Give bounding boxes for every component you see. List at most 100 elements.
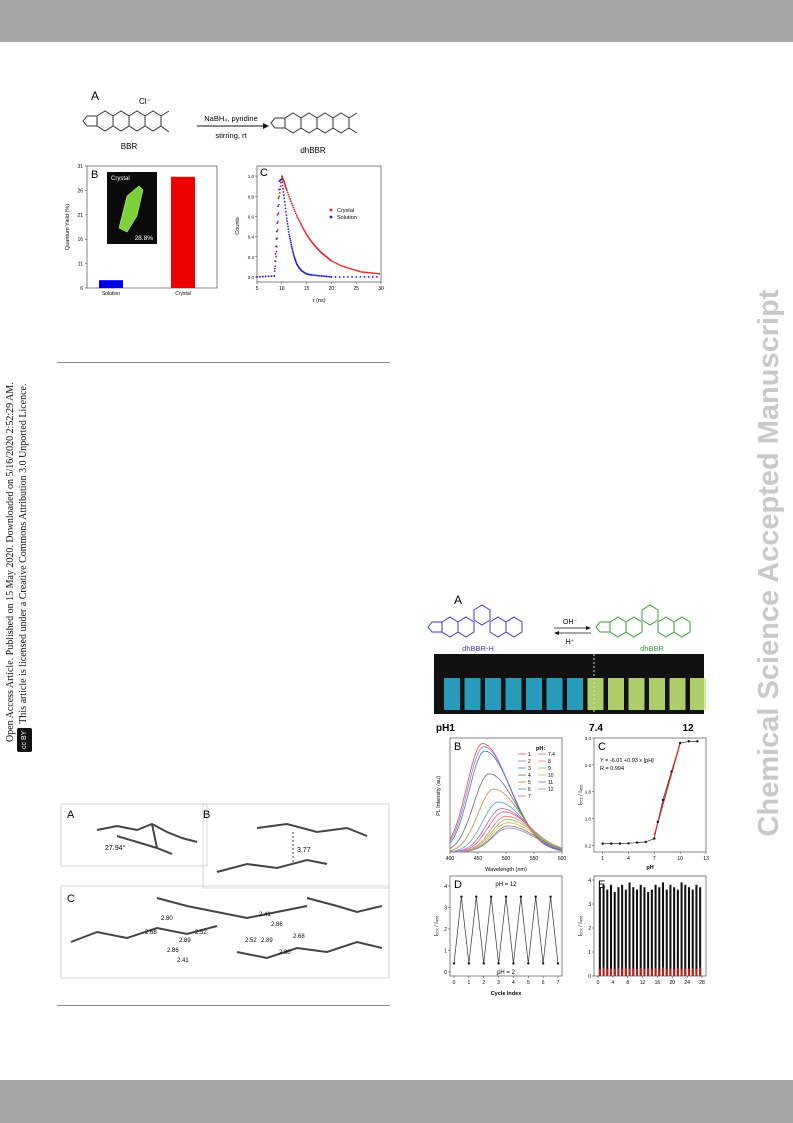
fig3e-xtick-label: 12 [640, 980, 646, 986]
fig3d-point [534, 895, 537, 898]
figure-3: A dhBBR-H OH⁻ H⁺ dhBBR pH1 7.4 12 B PL I… [427, 593, 709, 997]
vial [526, 678, 542, 710]
contact-left-2: 2.68 [145, 930, 157, 936]
fig3c-ytick-label: 2.6 [585, 763, 592, 768]
fig3e-bar [676, 889, 679, 976]
fig1c-point-solution [284, 204, 287, 206]
fig3b-xtick-label: 450 [474, 856, 483, 862]
fig1c-point-solution [371, 276, 374, 278]
fig3e-bar [661, 967, 665, 976]
fig3e-ytick-label: 2 [588, 926, 591, 932]
footer-bar [0, 1080, 793, 1123]
fig3e-bar [606, 889, 609, 976]
fig1c-point-solution [328, 275, 331, 278]
fig1c-point-crystal [303, 229, 306, 231]
fig1c-point-solution [280, 178, 283, 181]
fig3-d-bottom-note: pH = 2 [497, 970, 516, 976]
fig1c-point-crystal [342, 265, 344, 268]
reverse-arrowhead [554, 631, 559, 635]
fig3e-bar [699, 967, 702, 976]
watermark-text: Chemical Science Accepted Manuscript [753, 289, 785, 837]
fig3e-bar [684, 884, 687, 976]
fig1c-point-solution [285, 210, 287, 213]
fig1c-point-crystal [302, 227, 305, 230]
fig1c-point-solution [292, 254, 295, 257]
fig3e-bar [673, 968, 676, 976]
fig1c-point-solution [323, 275, 326, 278]
fig3b-series-line [449, 743, 563, 851]
fig1b-ytick-label: 21 [77, 213, 83, 219]
fig2-c-packing [70, 897, 383, 960]
fig1c-point-solution [287, 228, 290, 231]
fig1c-point-crystal [296, 216, 299, 219]
crystal-photo-label: Crystal [111, 176, 130, 182]
fig1c-point-crystal [276, 228, 279, 231]
fig1c-point-crystal [286, 191, 289, 194]
fig1-b-ylabel: Quantum Yield (%) [65, 204, 71, 250]
fig1c-point-crystal [356, 270, 359, 272]
contact-left-3: 2.89 [179, 938, 191, 944]
fig1b-bar [99, 280, 123, 288]
fig1-c-xlabel: τ (ns) [312, 298, 325, 304]
fig3e-ytick-label: 0 [588, 974, 591, 980]
oh-label: OH⁻ [563, 619, 578, 626]
fig1c-point-crystal [285, 189, 288, 192]
header-bar [0, 0, 793, 42]
fig1c-point-crystal [301, 226, 304, 228]
fig3e-bar [628, 882, 631, 976]
fig3e-bar [635, 889, 639, 976]
fig1b-category-label: Crystal [175, 291, 191, 297]
fig3e-ytick-label: 4 [588, 878, 591, 884]
fig1c-ytick-label: 0.6 [248, 214, 255, 219]
fig3c-point [644, 840, 647, 844]
fig1c-point-solution [363, 276, 366, 278]
fig3c-line [602, 741, 698, 844]
fig3-c-ylabel: I₅₀₂ / I₄₅₆ [578, 785, 584, 806]
fig3e-bar [687, 887, 691, 976]
vial [464, 678, 481, 710]
fig3d-point [482, 962, 485, 965]
fig1c-point-crystal [361, 271, 364, 273]
fig1c-xtick-label: 10 [279, 286, 285, 292]
contact-right-4: 2.89 [261, 938, 273, 944]
cc-by-badge: cc BY [17, 727, 32, 752]
fig3e-bar [684, 968, 687, 976]
fig3e-bar [602, 884, 605, 976]
fig1c-point-solution [285, 214, 288, 216]
fig1c-point-solution [256, 276, 258, 278]
fig1c-point-solution [287, 231, 290, 233]
contact-right-6: 2.80 [279, 950, 291, 956]
fig3d-point [527, 962, 530, 965]
fig1b-bar [171, 176, 195, 288]
fig3c-point [696, 740, 699, 743]
fig1c-point-crystal [378, 272, 381, 275]
fig3e-bar [632, 887, 635, 976]
fig3e-xtick-label: 4 [611, 980, 614, 986]
fig1c-point-solution [375, 276, 378, 278]
fig3-c-frame [593, 737, 707, 853]
fig1c-point-crystal [275, 255, 277, 258]
fig3d-ytick-label: 1 [444, 949, 447, 955]
fig3-panel-c-letter: C [598, 741, 606, 753]
fig1c-point-solution [261, 275, 264, 278]
fig2-a-frame [60, 803, 208, 867]
legend-crystal-label: Crystal [337, 208, 354, 214]
fig1c-point-crystal [277, 212, 280, 214]
vial [690, 678, 706, 710]
fig3b-series-line [449, 811, 563, 853]
fig3e-bar [695, 968, 698, 976]
fig1b-category-label: Solution [102, 291, 120, 297]
fig1c-point-crystal [363, 271, 366, 274]
fig1c-point-crystal [278, 203, 280, 206]
fig3b-legend-label: 12 [548, 787, 554, 793]
fig1c-point-solution [282, 187, 284, 190]
fig3b-series-line [450, 815, 563, 853]
fig1c-point-solution [290, 245, 293, 248]
accepted-manuscript-watermark: Chemical Science Accepted Manuscript [745, 258, 793, 868]
fig1c-point-solution [283, 200, 286, 203]
fig3-panel-a-letter: A [454, 593, 462, 607]
fig1c-point-crystal [287, 193, 290, 196]
fig3c-xtick-label: 4 [627, 856, 630, 862]
ph-label-left: pH1 [436, 723, 455, 734]
fig3e-bar [609, 968, 613, 976]
